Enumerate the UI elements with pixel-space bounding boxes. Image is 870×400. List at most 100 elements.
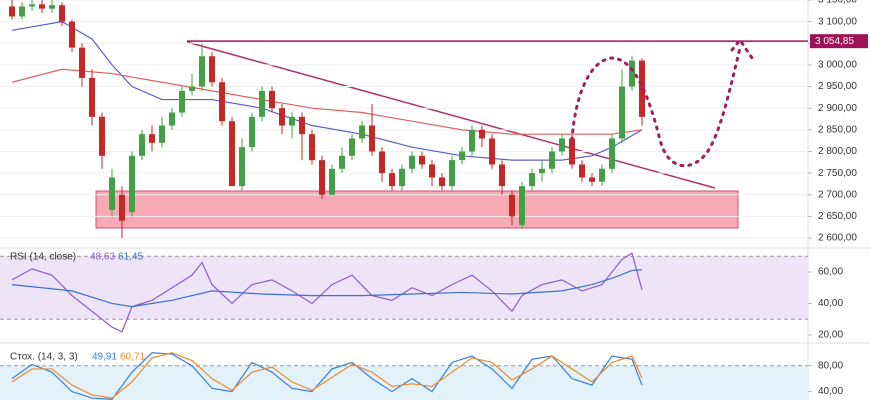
candle-body — [239, 147, 245, 187]
y-tick-label: 3 100,00 — [818, 16, 857, 27]
candle-body — [359, 125, 365, 139]
rsi-value: 48,63 — [90, 252, 115, 263]
candle-body — [619, 86, 625, 139]
candle-body — [209, 56, 215, 83]
y-tick-label: 2 800,00 — [818, 146, 857, 157]
candle-body — [579, 164, 585, 178]
y-tick-label: 2 600,00 — [818, 233, 857, 244]
candle-body — [59, 5, 65, 22]
candle-body — [99, 116, 105, 156]
candle-body — [199, 56, 205, 87]
band-fill — [0, 256, 808, 320]
candle-body — [149, 134, 155, 143]
candle-body — [559, 138, 565, 152]
candle-body — [629, 60, 635, 87]
band-fill — [0, 365, 808, 400]
y-tick-label: 2 950,00 — [818, 81, 857, 92]
candle-body — [369, 125, 375, 152]
candle-body — [389, 173, 395, 187]
candle-body — [79, 47, 85, 78]
y-tick-label: 2 850,00 — [818, 124, 857, 135]
candle-body — [529, 173, 535, 187]
stoch-title: Стох. (14, 3, 3) — [10, 352, 78, 363]
stoch-k-value: 49,91 — [92, 352, 117, 363]
candle-body — [589, 177, 595, 182]
candle-body — [299, 116, 305, 135]
y-tick-label: 40,00 — [818, 386, 843, 397]
candle-body — [439, 177, 445, 187]
candle-body — [109, 177, 115, 210]
candle-body — [19, 6, 25, 17]
price-tag — [810, 34, 868, 49]
candle-body — [249, 116, 255, 148]
forecast-arrowhead — [730, 37, 754, 60]
candle-body — [9, 6, 15, 17]
support-zone — [95, 190, 739, 229]
candle-body — [39, 4, 45, 9]
candle-body — [479, 129, 485, 139]
candle-body — [309, 134, 315, 161]
candle-body — [89, 77, 95, 117]
moving-average — [11, 68, 643, 135]
candle-body — [219, 82, 225, 122]
candle-body — [139, 134, 145, 156]
candle-body — [609, 138, 615, 169]
candle-body — [509, 194, 515, 217]
price-tag-label: 3 054,85 — [815, 36, 854, 47]
indicator-line — [11, 252, 643, 333]
candle-body — [229, 121, 235, 187]
candle-body — [159, 125, 165, 143]
candle-body — [69, 21, 75, 48]
candle-body — [379, 151, 385, 174]
candle-body — [399, 168, 405, 187]
y-tick-label: 2 900,00 — [818, 103, 857, 114]
candle-body — [129, 155, 135, 213]
candle-body — [349, 138, 355, 156]
y-tick-label: 3 000,00 — [818, 60, 857, 71]
candle-body — [49, 5, 55, 9]
candle-body — [269, 90, 275, 109]
candle-body — [329, 168, 335, 195]
y-tick-label: 2 750,00 — [818, 168, 857, 179]
candle-body — [419, 155, 425, 165]
indicator-line — [11, 269, 643, 308]
candle-body — [259, 90, 265, 117]
candle-body — [449, 160, 455, 187]
rsi-title: RSI (14, close) — [10, 252, 76, 263]
candle-body — [179, 90, 185, 113]
candle-body — [499, 164, 505, 187]
candle-body — [319, 160, 325, 195]
candle-body — [339, 155, 345, 169]
forecast-arrow — [570, 46, 742, 168]
candle-body — [519, 186, 525, 226]
candle-body — [569, 138, 575, 165]
y-tick-label: 80,00 — [818, 360, 843, 371]
candle-body — [599, 168, 605, 182]
candle-body — [429, 164, 435, 178]
candle-body — [189, 86, 195, 91]
candle-body — [289, 116, 295, 126]
y-tick-label: 3 150,00 — [818, 0, 857, 6]
rsi-ma-value: 61,45 — [118, 252, 143, 263]
candle-body — [469, 129, 475, 152]
y-tick-label: 20,00 — [818, 330, 843, 341]
candle-body — [279, 108, 285, 126]
y-tick-label: 60,00 — [818, 267, 843, 278]
indicator-line — [11, 352, 643, 400]
y-tick-label: 2 650,00 — [818, 211, 857, 222]
candle-body — [489, 138, 495, 165]
candle-body — [409, 155, 415, 169]
candle-body — [29, 4, 35, 7]
stoch-d-value: 60,71 — [120, 352, 145, 363]
candle-body — [549, 151, 555, 169]
indicator-line — [11, 352, 643, 399]
candle-body — [459, 151, 465, 161]
y-tick-label: 2 700,00 — [818, 189, 857, 200]
candle-body — [539, 168, 545, 174]
y-tick-label: 40,00 — [818, 298, 843, 309]
candle-body — [169, 112, 175, 126]
candle-body — [119, 194, 125, 221]
trend-line — [186, 41, 716, 189]
